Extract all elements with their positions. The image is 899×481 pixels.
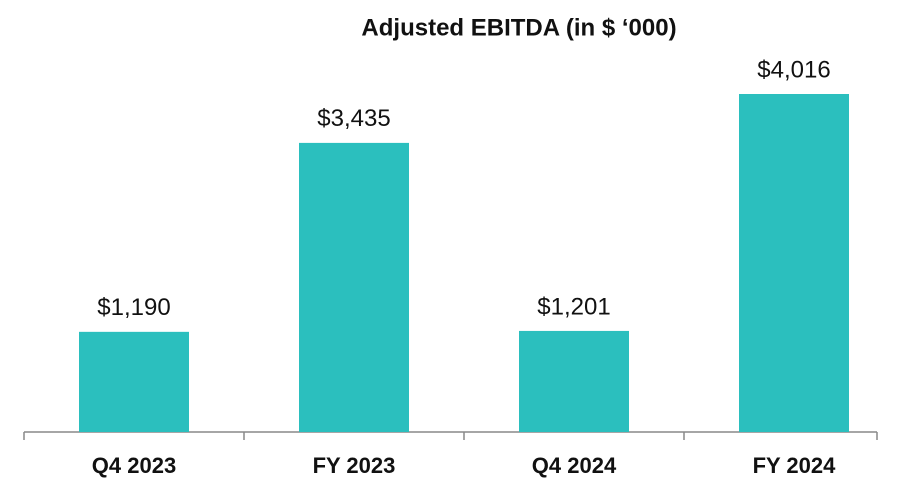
bar <box>299 142 409 432</box>
bar <box>79 331 189 432</box>
bar <box>519 330 629 432</box>
x-tick-label: FY 2024 <box>753 453 837 478</box>
x-tick-label: Q4 2024 <box>532 453 617 478</box>
chart-title: Adjusted EBITDA (in $ ‘000) <box>361 14 676 41</box>
value-label: $3,435 <box>317 105 390 132</box>
x-tick-label: FY 2023 <box>313 453 396 478</box>
value-label: $1,201 <box>537 293 610 320</box>
x-tick-label: Q4 2023 <box>92 453 176 478</box>
bar <box>739 94 849 432</box>
value-label: $1,190 <box>97 294 170 321</box>
value-label: $4,016 <box>757 56 830 83</box>
